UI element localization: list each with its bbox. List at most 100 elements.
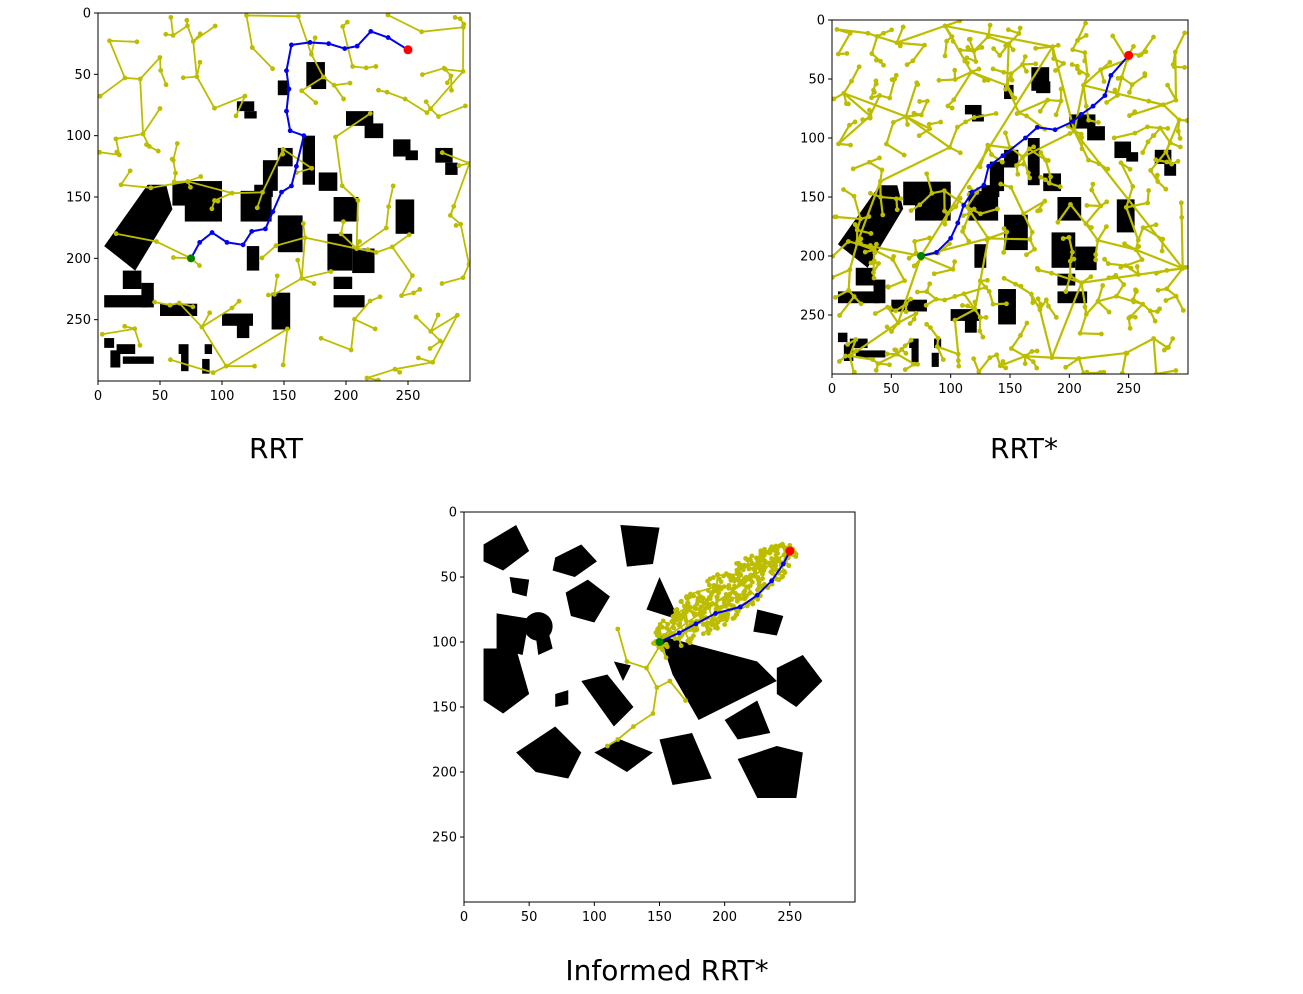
path-node: [289, 42, 294, 48]
tree-node: [460, 68, 466, 74]
tree-node: [1119, 370, 1125, 374]
tree-node: [1142, 71, 1148, 76]
tree-node: [467, 160, 470, 166]
tree-node: [1010, 47, 1016, 53]
path-node: [955, 220, 961, 226]
path-node: [301, 133, 307, 139]
tree-node: [210, 370, 216, 376]
tree-edge: [952, 71, 973, 101]
tree-node: [985, 277, 990, 283]
tree-node: [1051, 56, 1057, 62]
tree-node: [1003, 130, 1008, 136]
x-tick-label: 50: [521, 910, 538, 925]
tree-node: [194, 74, 200, 80]
tree-edge: [616, 628, 628, 662]
tree-node: [858, 236, 864, 242]
tree-edge: [1051, 272, 1082, 284]
rrt-caption: RRT: [249, 432, 303, 465]
tree-node: [973, 59, 979, 64]
path-node: [693, 621, 699, 627]
tree-node: [168, 14, 174, 20]
tree-node: [185, 23, 190, 29]
tree-node: [1152, 318, 1158, 324]
tree-node: [874, 34, 880, 39]
path-node: [780, 561, 786, 567]
tree-node: [439, 281, 445, 286]
tree-node: [945, 103, 951, 109]
tree-edge: [297, 16, 313, 55]
tree-node: [1153, 371, 1159, 374]
path-node: [240, 242, 246, 248]
tree-node: [910, 58, 916, 64]
tree-node: [134, 39, 140, 45]
tree-node: [1043, 297, 1049, 303]
tree-edge: [1006, 85, 1016, 99]
tree-node: [700, 622, 706, 627]
tree-node: [1021, 161, 1026, 167]
obstacle: [873, 279, 886, 304]
tree-node: [274, 273, 280, 279]
tree-edge: [261, 245, 277, 259]
tree-edge: [988, 237, 1031, 241]
tree-node: [1083, 32, 1089, 38]
tree-node: [1024, 252, 1029, 258]
tree-node: [976, 66, 982, 72]
tree-edge: [920, 46, 1054, 257]
tree-node: [902, 278, 907, 284]
tree-edge: [832, 268, 851, 279]
tree-edge: [848, 339, 857, 357]
obstacle: [931, 352, 939, 367]
informed-rrt-star-caption: Informed RRT*: [565, 954, 769, 987]
tree-node: [872, 89, 877, 95]
tree-node: [1180, 307, 1186, 313]
tree-node: [1145, 124, 1150, 130]
tree-node: [615, 626, 621, 632]
tree-node: [1090, 181, 1096, 187]
tree-edge: [847, 269, 851, 291]
tree-node: [328, 269, 334, 274]
tree-node: [1070, 249, 1075, 255]
tree-edge: [366, 368, 396, 379]
tree-edge: [834, 289, 850, 299]
tree-edge: [626, 660, 647, 669]
tree-edge: [837, 124, 851, 145]
obstacle: [204, 344, 213, 355]
tree-node: [889, 27, 895, 33]
path-node: [249, 228, 255, 234]
tree-node: [1135, 237, 1141, 243]
tree-node: [170, 33, 176, 38]
tree-node: [911, 110, 917, 116]
tree-node: [1110, 33, 1116, 39]
tree-node: [1121, 282, 1127, 287]
informed-rrt-star-panel: 0 50 100 150 200 250 0 50 100 150 200 250: [425, 498, 885, 938]
y-tick-label: 150: [66, 191, 91, 206]
tree-edge: [355, 200, 359, 249]
tree-node: [677, 621, 683, 626]
tree-node: [915, 361, 921, 367]
tree-node: [215, 198, 221, 204]
tree-node: [451, 203, 457, 209]
tree-edge: [273, 277, 303, 296]
tree-node: [844, 51, 850, 56]
obstacle: [613, 661, 631, 681]
tree-node: [1084, 202, 1090, 208]
obstacle: [496, 613, 530, 655]
tree-node: [1128, 265, 1134, 271]
tree-node: [1132, 109, 1138, 115]
obstacle: [972, 114, 984, 122]
tree-node: [420, 72, 425, 77]
tree-node: [340, 24, 346, 29]
tree-edge: [873, 249, 894, 261]
tree-node: [249, 45, 255, 50]
tree-node: [877, 155, 882, 161]
tree-node: [832, 96, 837, 102]
tree-node: [1132, 130, 1138, 136]
tree-node: [299, 88, 305, 94]
x-tick-label: 250: [1116, 382, 1141, 397]
tree-node: [212, 105, 217, 111]
tree-node: [769, 544, 775, 550]
tree-node: [951, 97, 957, 103]
rrt-panel: 0 50 100 150 200 250 0 50 100 150 200 250: [60, 0, 500, 420]
tree-node: [392, 366, 398, 372]
tree-node: [704, 597, 710, 603]
